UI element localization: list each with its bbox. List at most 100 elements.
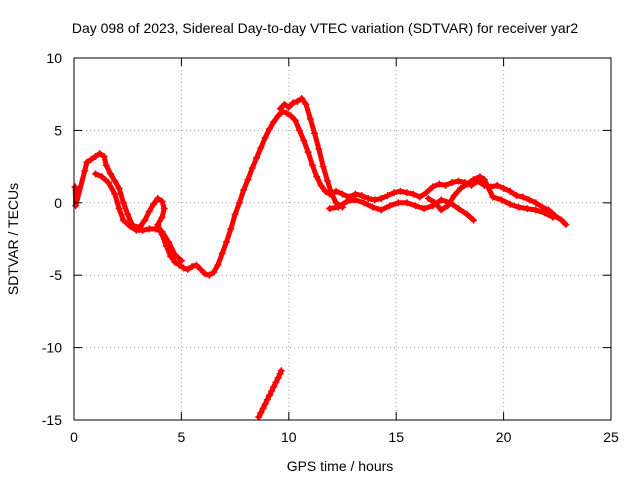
data-point-branch-d-0 [424, 194, 432, 202]
data-point-main-97 [538, 203, 546, 211]
data-point-branch-b-5 [298, 95, 306, 103]
data-point-main-70 [364, 194, 372, 202]
data-point-main-55 [287, 112, 295, 120]
data-point-main-95 [525, 196, 533, 204]
data-point-branch-b-0 [276, 105, 284, 113]
data-point-main-12 [119, 199, 127, 207]
data-point-main-7 [100, 152, 108, 160]
data-points [71, 95, 570, 421]
data-point-main-75 [396, 187, 404, 195]
data-point-branch-c-11 [420, 205, 428, 213]
data-point-lower-segment-5 [265, 391, 273, 399]
data-point-main-50 [265, 125, 273, 133]
data-point-main-11 [115, 184, 123, 192]
data-point-branch-b-11 [323, 177, 331, 185]
data-point-branch-c-6 [377, 206, 385, 214]
data-point-branch-a-12 [165, 238, 173, 246]
data-point-lower-segment-7 [270, 383, 278, 391]
data-point-main-52 [274, 112, 282, 120]
data-point-main-32 [188, 263, 196, 271]
data-point-main-35 [201, 270, 209, 278]
data-point-main-54 [283, 109, 291, 117]
data-point-main-92 [506, 187, 514, 195]
y-tick-label-1: -10 [42, 340, 62, 356]
data-point-main-90 [493, 181, 501, 189]
x-tick-label-2: 10 [281, 429, 297, 445]
data-point-main-84 [454, 177, 462, 185]
data-point-main-29 [175, 261, 183, 269]
data-point-branch-a-13 [171, 251, 179, 259]
data-point-branch-a-8 [139, 226, 147, 234]
data-point-main-78 [416, 193, 424, 201]
data-point-branch-d-15 [532, 206, 540, 214]
data-point-main-2 [81, 167, 89, 175]
data-point-branch-a-10 [152, 225, 160, 233]
data-point-lower-segment-0 [255, 413, 263, 421]
data-point-branch-a-6 [126, 222, 134, 230]
data-point-main-0 [71, 183, 79, 191]
data-point-main-10 [111, 177, 119, 185]
data-point-main-62 [317, 181, 325, 189]
data-point-branch-b-3 [289, 99, 297, 107]
data-point-main-42 [231, 210, 239, 218]
data-point-lower-segment-9 [274, 374, 282, 382]
data-point-main-34 [197, 265, 205, 273]
axis-tick-labels: 0 5 10 15 20 25 -15 -10 -5 0 5 10 [42, 50, 619, 445]
data-point-main-23 [158, 213, 166, 221]
grid-lines [74, 58, 611, 420]
data-point-branch-a-9 [145, 225, 153, 233]
axis-ticks [73, 57, 612, 421]
data-point-branch-d-5 [457, 184, 465, 192]
data-point-branch-c-2 [343, 197, 351, 205]
data-point-branch-c-0 [326, 205, 334, 213]
data-point-lower-segment-6 [268, 387, 276, 395]
data-point-branch-c-4 [360, 199, 368, 207]
data-point-main-91 [500, 184, 508, 192]
data-point-main-60 [308, 161, 316, 169]
data-point-main-36 [205, 271, 213, 279]
data-point-branch-b-6 [302, 100, 310, 108]
data-point-main-5 [91, 152, 99, 160]
data-point-branch-a-5 [119, 216, 127, 224]
data-point-main-51 [270, 118, 278, 126]
data-point-main-83 [448, 179, 456, 187]
data-point-main-47 [253, 154, 261, 162]
data-point-lower-segment-3 [261, 400, 269, 408]
data-point-branch-c-8 [394, 199, 402, 207]
data-point-main-6 [96, 150, 104, 158]
data-point-branch-d-8 [476, 173, 484, 181]
x-tick-label-0: 0 [70, 429, 78, 445]
data-point-main-28 [171, 258, 179, 266]
data-point-branch-a-2 [104, 179, 112, 187]
data-point-lower-segment-11 [277, 367, 285, 375]
data-point-lower-segment-4 [263, 396, 271, 404]
y-tick-label-0: -15 [42, 412, 62, 428]
data-point-main-57 [296, 126, 304, 134]
data-point-branch-d-1 [431, 199, 439, 207]
data-point-main-69 [358, 192, 366, 200]
data-point-branch-c-7 [386, 202, 394, 210]
data-point-branch-a-0 [91, 170, 99, 178]
data-point-branch-b-10 [319, 163, 327, 171]
data-point-branch-b-9 [315, 145, 323, 153]
y-tick-label-2: -5 [50, 267, 63, 283]
data-point-main-37 [210, 268, 218, 276]
data-point-main-20 [154, 194, 162, 202]
data-point-branch-a-7 [132, 226, 140, 234]
data-point-branch-c-3 [351, 196, 359, 204]
data-point-main-71 [371, 196, 379, 204]
x-tick-label-4: 20 [496, 429, 512, 445]
data-point-main-79 [422, 189, 430, 197]
data-point-branch-b-12 [328, 190, 336, 198]
data-point-main-77 [409, 190, 417, 198]
data-point-branch-d-10 [489, 193, 497, 201]
data-point-lower-segment-1 [257, 409, 265, 417]
y-tick-label-5: 10 [46, 50, 62, 66]
data-point-branch-c-10 [412, 202, 420, 210]
x-tick-label-5: 25 [603, 429, 619, 445]
data-point-main-100 [558, 216, 566, 224]
data-point-branch-a-3 [111, 190, 119, 198]
data-point-branch-b-8 [311, 129, 319, 137]
data-point-main-46 [248, 164, 256, 172]
data-point-branch-d-16 [540, 209, 548, 217]
